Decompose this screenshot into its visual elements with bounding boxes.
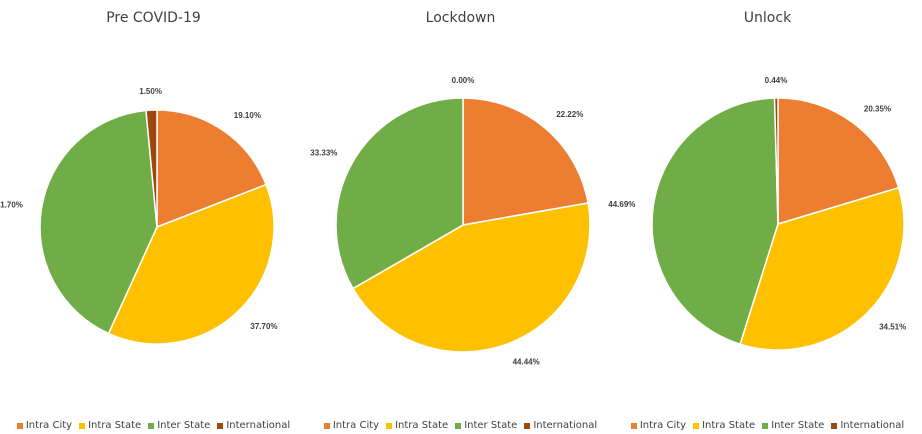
legend-swatch: [524, 422, 531, 429]
legend-swatch: [16, 422, 23, 429]
data-label-international: 1.50%: [139, 87, 162, 96]
legend: Intra City Intra State Inter State Inter…: [0, 420, 307, 431]
legend-label: Intra City: [25, 420, 73, 431]
legend-item-intra-city: Intra City: [630, 420, 687, 431]
pie-chart-pre-covid: 19.10% 37.70% 41.70% 1.50%: [0, 87, 278, 345]
pie-slice-inter-state: [39, 109, 158, 335]
pie-slice-intra-city: [462, 97, 589, 226]
legend-swatch: [693, 422, 700, 429]
legend-item-intra-state: Intra State: [693, 420, 755, 431]
legend-label: Intra City: [332, 420, 380, 431]
pie-slice-intra-state: [739, 186, 905, 351]
legend-item-intra-city: Intra City: [16, 420, 73, 431]
pie-slice-inter-state: [651, 97, 779, 346]
legend-swatch: [323, 422, 330, 429]
pie-slice-intra-state: [351, 202, 591, 353]
legend-item-intra-state: Intra State: [386, 420, 448, 431]
pie-panel-lockdown: Lockdown 22.22% 44.44% 33.33% 0.00% Intra C…: [307, 0, 614, 434]
legend-label: International: [226, 420, 291, 431]
legend-label: Intra State: [702, 420, 756, 431]
legend-label: International: [840, 420, 905, 431]
legend-label: Intra State: [395, 420, 449, 431]
legend: Intra City Intra State Inter State Inter…: [614, 420, 921, 431]
legend-item-international: International: [524, 420, 597, 431]
data-label-intra-state: 34.51%: [879, 323, 906, 332]
chart-title: Lockdown: [425, 10, 496, 26]
legend-label: International: [533, 420, 598, 431]
legend-label: Intra City: [639, 420, 687, 431]
legend-swatch: [217, 422, 224, 429]
legend-item-inter-state: Inter State: [455, 420, 517, 431]
legend-swatch: [630, 422, 637, 429]
data-label-inter-state: 33.33%: [310, 149, 337, 158]
legend-item-intra-state: Intra State: [79, 420, 141, 431]
legend-swatch: [386, 422, 393, 429]
data-label-intra-city: 20.35%: [864, 104, 891, 113]
pie-slice-inter-state: [335, 97, 464, 290]
legend: Intra City Intra State Inter State Inter…: [307, 420, 614, 431]
pie-slice-international: [145, 109, 158, 228]
chart-title: Unlock: [743, 10, 792, 26]
pie-slice-international: [773, 97, 779, 225]
legend-label: Inter State: [464, 420, 518, 431]
legend-swatch: [148, 422, 155, 429]
legend-item-international: International: [217, 420, 290, 431]
legend-swatch: [79, 422, 86, 429]
legend-swatch: [455, 422, 462, 429]
data-label-intra-state: 37.70%: [250, 322, 277, 331]
pie-slice-intra-state: [107, 183, 275, 345]
pie-slice-intra-city: [156, 109, 268, 229]
legend-item-inter-state: Inter State: [148, 420, 210, 431]
legend-item-intra-city: Intra City: [323, 420, 380, 431]
pie-chart-lockdown: 22.22% 44.44% 33.33% 0.00%: [310, 76, 591, 366]
data-label-inter-state: 41.70%: [0, 201, 23, 210]
legend-item-international: International: [831, 420, 904, 431]
data-label-international: 0.00%: [452, 76, 475, 85]
data-label-intra-city: 19.10%: [234, 111, 261, 120]
data-label-intra-state: 44.44%: [513, 357, 540, 366]
data-label-inter-state: 44.69%: [608, 200, 635, 209]
chart-title: Pre COVID-19: [106, 10, 201, 26]
legend-swatch: [831, 422, 838, 429]
data-label-intra-city: 22.22%: [556, 110, 583, 119]
pie-panel-pre-covid: Pre COVID-19 19.10% 37.70% 41.70% 1.50% Int…: [0, 0, 307, 434]
legend-label: Inter State: [157, 420, 211, 431]
pie-panel-unlock: Unlock 20.35% 34.51% 44.69% 0.44% Intra Cit…: [608, 0, 921, 434]
legend-label: Inter State: [771, 420, 825, 431]
pie-slice-intra-city: [777, 97, 900, 226]
legend-swatch: [762, 422, 769, 429]
pie-chart-unlock: 20.35% 34.51% 44.69% 0.44%: [608, 76, 906, 351]
legend-item-inter-state: Inter State: [762, 420, 824, 431]
data-label-international: 0.44%: [765, 76, 788, 85]
legend-label: Intra State: [88, 420, 142, 431]
